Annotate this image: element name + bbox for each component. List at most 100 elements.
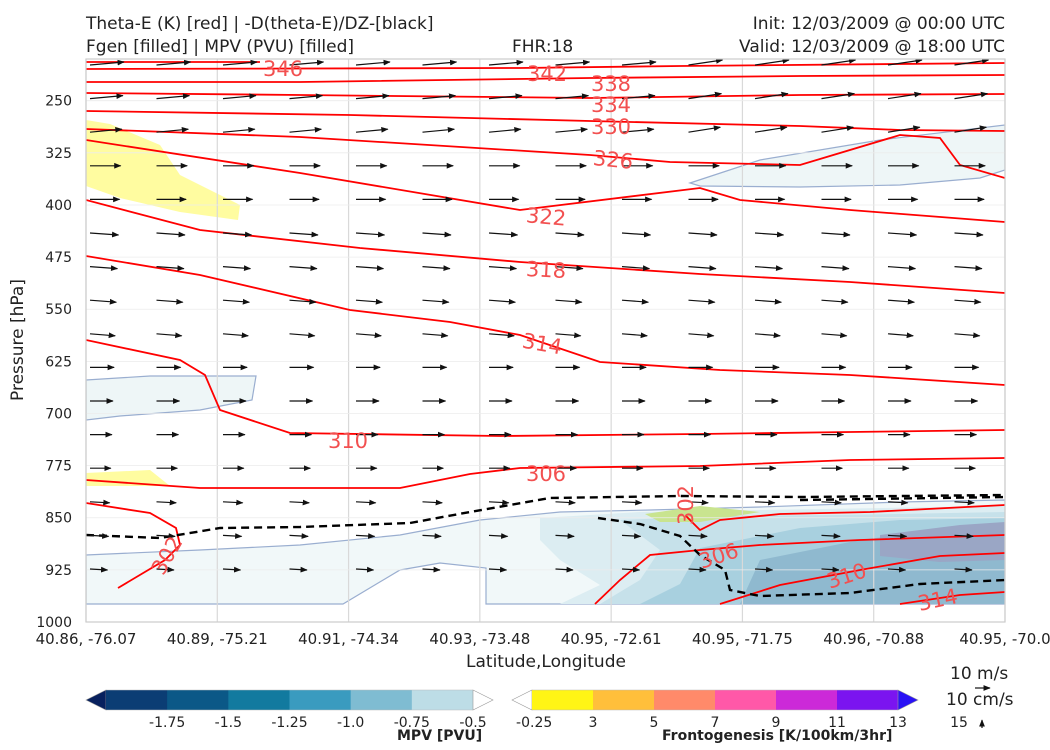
theta-e-line-334	[86, 92, 1005, 99]
wind-vector	[821, 265, 850, 272]
theta-e-line-318	[86, 199, 1005, 294]
wind-vector	[754, 91, 789, 100]
wind-vector	[222, 265, 252, 272]
theta-e-line-314	[86, 255, 1005, 386]
stability-contour-upper	[799, 495, 1005, 502]
mpv-colorbar-tick-label: -1.75	[149, 715, 185, 731]
wind-vector	[89, 93, 124, 100]
wind-vector	[821, 566, 840, 573]
mpv-colorbar-tick-label: -1.0	[337, 715, 364, 731]
wind-vector	[821, 499, 842, 506]
theta-e-contour-label: 318	[525, 257, 566, 283]
wind-vector	[754, 499, 776, 506]
y-tick-label: 625	[45, 354, 72, 370]
wind-vector	[488, 126, 522, 133]
wind-vector	[289, 298, 317, 305]
wind-vector	[156, 265, 185, 272]
y-tick-label: 850	[45, 511, 72, 527]
wind-vector	[688, 566, 707, 573]
wind-vector	[222, 533, 243, 539]
wind-vector	[954, 91, 989, 100]
wind-vector	[621, 93, 656, 100]
wind-vector	[488, 59, 524, 66]
wind-vector	[89, 265, 119, 272]
mpv-filled-regions	[86, 124, 1005, 605]
wind-vector	[954, 125, 988, 133]
wind-vector	[621, 298, 650, 305]
y-tick-label: 700	[45, 406, 72, 422]
theta-e-contour-label-text: 342	[527, 62, 567, 86]
wind-vector	[355, 59, 391, 66]
mpv-colorbar-tick-label: -1.25	[271, 715, 307, 731]
fgen-colorbar-extend-high	[897, 689, 919, 711]
plot-frame	[85, 58, 1006, 623]
wind-vector	[488, 93, 523, 100]
y-tick-label: 925	[45, 563, 72, 579]
wind-vector	[754, 125, 788, 133]
wind-vector	[688, 125, 722, 133]
y-tick-label: 475	[45, 250, 72, 266]
wind-vector	[621, 59, 657, 66]
x-tick-label: 40.95, -70.0	[959, 630, 1050, 648]
mpv-region-mid-left	[86, 375, 257, 421]
wind-vector	[222, 499, 244, 506]
wind-vector	[488, 298, 517, 305]
wind-vector	[89, 533, 110, 539]
wind-vector	[222, 566, 242, 573]
wind-vector	[621, 231, 652, 238]
fgen-colorbar-tick-label: 13	[889, 715, 907, 731]
mpv-colorbar-color-cell	[228, 690, 290, 710]
wind-vector	[422, 59, 458, 66]
theta-e-line-326	[86, 128, 1005, 179]
vector-key-vertical-label: 10 cm/s	[946, 690, 1014, 710]
y-tick-label: 250	[45, 94, 72, 110]
mpv-colorbar-extend-low	[85, 689, 107, 711]
wind-vector	[688, 91, 723, 100]
wind-vector	[954, 59, 990, 66]
wind-vector	[289, 265, 318, 272]
mpv-colorbar: -1.75 -1.5 -1.25 -1.0 -0.75 -0.5 -0.25	[85, 689, 552, 731]
wind-vector	[289, 533, 309, 539]
fgen-colorbar-color-cell	[532, 690, 594, 710]
wind-vector	[621, 533, 642, 539]
wind-vector	[887, 91, 922, 100]
wind-vector	[89, 126, 123, 133]
fgen-colorbar-label: Frontogenesis [K/100km/3hr]	[662, 728, 893, 744]
chart-title-line2: Fgen [filled] | MPV (PVU) [filled]	[86, 37, 355, 57]
wind-vector	[422, 298, 450, 305]
wind-vector	[355, 566, 375, 573]
mpv-colorbar-label: MPV [PVU]	[397, 728, 483, 744]
mpv-colorbar-color-cell	[106, 690, 168, 710]
y-tick-labels: 250 325 400 475 550 625 700 775 850 925 1000	[36, 94, 72, 631]
fgen-colorbar-tick-label: 15	[950, 715, 968, 731]
wind-vector	[821, 91, 856, 100]
theta-e-contour-label-text: 346	[263, 57, 303, 81]
wind-vector	[754, 332, 781, 339]
wind-vector	[954, 265, 983, 272]
theta-e-line-306-low	[594, 534, 1005, 605]
wind-vector	[954, 332, 981, 339]
theta-e-contour-label-text: 326	[592, 146, 634, 174]
wind-vector	[89, 231, 120, 238]
theta-e-contour-label: 334	[591, 93, 631, 117]
wind-vector	[621, 126, 655, 133]
wind-vector	[688, 298, 716, 305]
wind-vector	[289, 231, 319, 238]
wind-vector	[555, 59, 591, 66]
wind-vector	[355, 332, 382, 339]
wind-vector	[422, 231, 452, 238]
wind-vector	[555, 499, 576, 506]
mpv-colorbar-tick-label: -0.75	[394, 715, 430, 731]
theta-e-contour-label-text: 306	[526, 462, 566, 486]
mpv-region-core-5	[880, 522, 1005, 562]
wind-vector	[555, 298, 583, 305]
theta-e-contours	[86, 61, 1005, 605]
fgen-colorbar-color-cell	[593, 690, 655, 710]
mpv-colorbar-extend-high	[472, 689, 494, 711]
wind-vector	[289, 126, 323, 133]
wind-vector	[887, 59, 923, 66]
theta-e-contour-label: 326	[592, 146, 634, 174]
wind-vector	[222, 93, 257, 100]
wind-vector	[222, 59, 258, 66]
wind-vector	[422, 499, 443, 506]
